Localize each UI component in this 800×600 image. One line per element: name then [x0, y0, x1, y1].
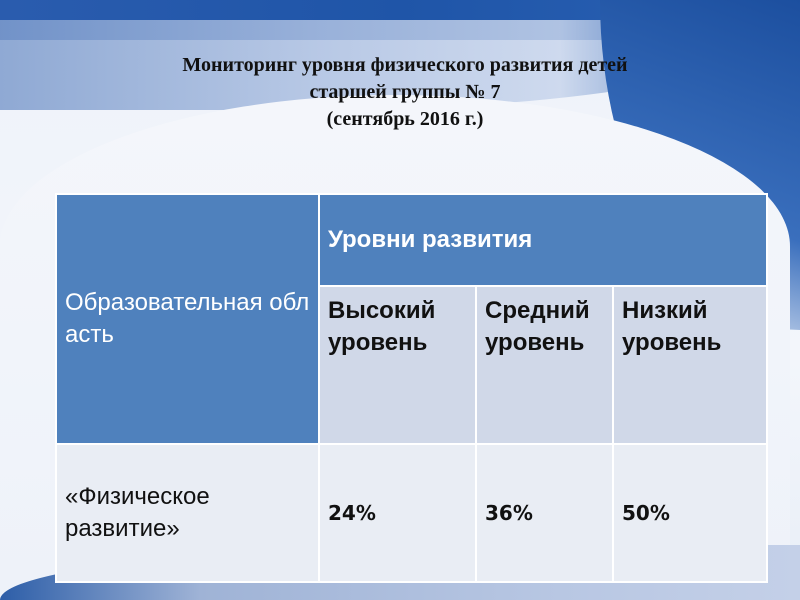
title-line: старшей группы № 7	[309, 81, 501, 103]
header-area: Образовательная область	[55, 193, 320, 445]
header-high: Высокий уровень	[318, 285, 477, 445]
title-line: Мониторинг уровня физического развития д…	[182, 54, 628, 76]
table-row: «Физическое развитие» 24% 36% 50%	[55, 443, 769, 583]
monitoring-table: Образовательная область Уровни развития …	[55, 193, 769, 583]
row-area: «Физическое развитие»	[55, 443, 320, 583]
value-low: 50%	[611, 443, 769, 583]
header-low: Низкий уровень	[611, 285, 769, 445]
header-medium: Средний уровень	[475, 285, 614, 445]
value-high: 24%	[318, 443, 477, 583]
slide-title: Мониторинг уровня физического развития д…	[0, 52, 800, 133]
header-levels: Уровни развития	[317, 193, 769, 287]
title-line: (сентябрь 2016 г.)	[326, 108, 484, 130]
value-medium: 36%	[475, 443, 614, 583]
